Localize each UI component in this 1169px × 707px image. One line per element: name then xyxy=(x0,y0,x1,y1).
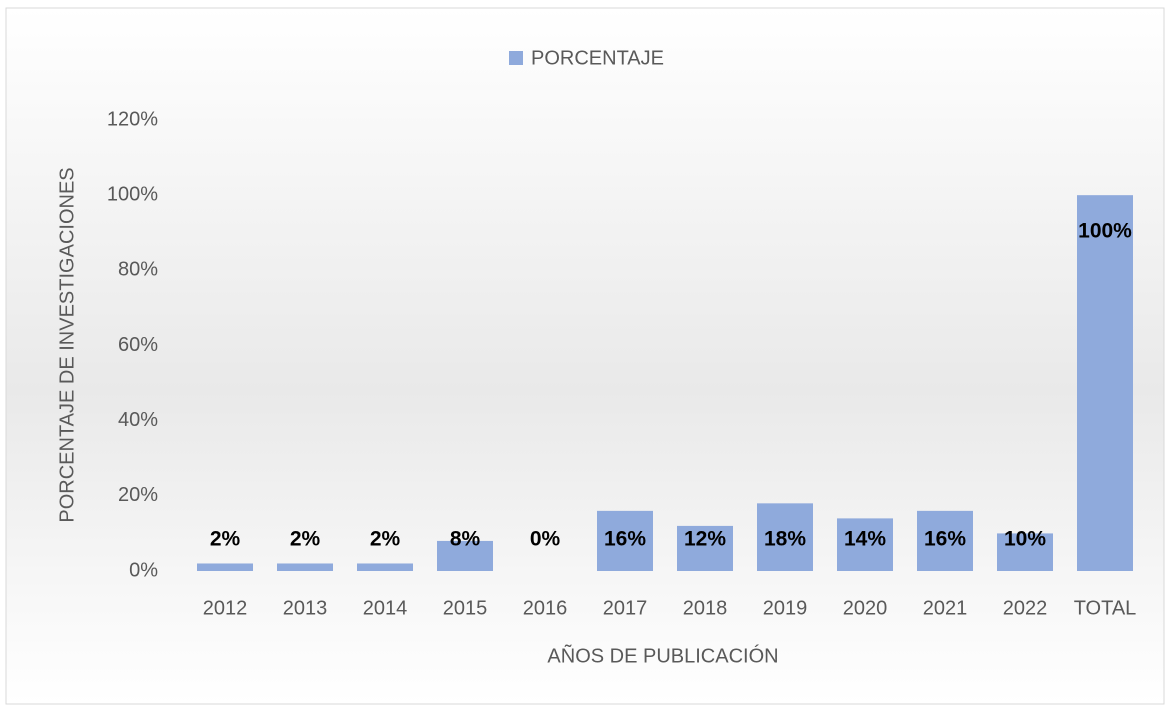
data-label: 18% xyxy=(764,528,806,551)
x-tick-label: 2014 xyxy=(363,597,408,619)
x-tick-label: 2019 xyxy=(763,597,808,619)
y-tick-label: 0% xyxy=(129,559,158,581)
y-tick-label: 80% xyxy=(118,259,158,281)
bar xyxy=(437,540,493,571)
x-tick-label: 2017 xyxy=(603,597,648,619)
chart-background xyxy=(5,7,1165,705)
bar xyxy=(917,510,973,571)
data-label: 0% xyxy=(530,528,561,551)
bar xyxy=(677,525,733,571)
bar xyxy=(597,510,653,571)
bar xyxy=(837,518,893,571)
x-tick-label: 2015 xyxy=(443,597,488,619)
bar xyxy=(1077,195,1133,571)
bar xyxy=(997,533,1053,571)
x-tick-label: 2012 xyxy=(203,597,248,619)
data-label: 2% xyxy=(370,528,401,551)
y-tick-label: 20% xyxy=(118,484,158,506)
y-axis-title: PORCENTAJE DE INVESTIGACIONES xyxy=(56,167,78,522)
data-label: 16% xyxy=(924,528,966,551)
x-tick-label: 2020 xyxy=(843,597,888,619)
x-tick-label: 2022 xyxy=(1003,597,1048,619)
x-tick-label: TOTAL xyxy=(1074,597,1137,619)
y-tick-label: 100% xyxy=(107,183,158,205)
data-label: 14% xyxy=(844,528,886,551)
bar xyxy=(757,503,813,571)
x-tick-label: 2018 xyxy=(683,597,728,619)
legend-swatch xyxy=(509,51,523,65)
legend-label: PORCENTAJE xyxy=(531,47,664,69)
data-label: 8% xyxy=(450,528,481,551)
bar xyxy=(277,563,333,571)
x-tick-label: 2013 xyxy=(283,597,328,619)
data-label: 10% xyxy=(1004,528,1046,551)
y-tick-label: 40% xyxy=(118,409,158,431)
x-tick-label: 2016 xyxy=(523,597,568,619)
data-label: 16% xyxy=(604,528,646,551)
bar xyxy=(197,563,253,571)
y-tick-label: 120% xyxy=(107,108,158,130)
data-label: 100% xyxy=(1078,220,1132,243)
data-label: 2% xyxy=(290,528,321,551)
x-axis-title: AÑOS DE PUBLICACIÓN xyxy=(547,643,778,667)
y-tick-label: 60% xyxy=(118,334,158,356)
data-label: 2% xyxy=(210,528,241,551)
x-tick-label: 2021 xyxy=(923,597,968,619)
data-label: 12% xyxy=(684,528,726,551)
bar xyxy=(357,563,413,571)
